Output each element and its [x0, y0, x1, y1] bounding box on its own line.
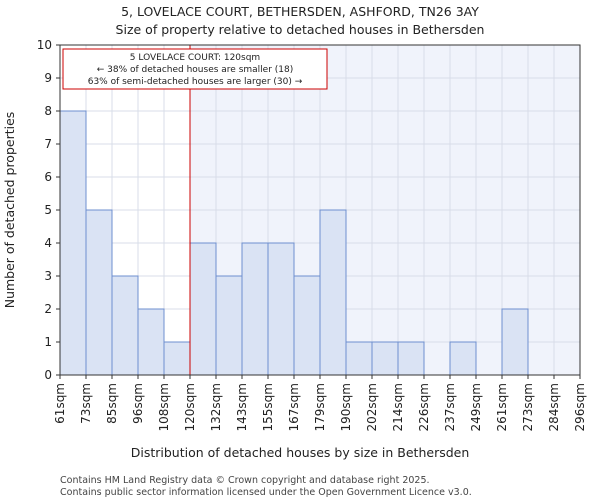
x-tick-label: 132sqm [209, 383, 223, 431]
bar [397, 341, 425, 376]
y-tick-label: 8 [44, 104, 52, 118]
annotation-frame [62, 48, 328, 90]
x-axis-label: Distribution of detached houses by size … [131, 445, 470, 460]
y-tick-label: 1 [44, 335, 52, 349]
bar [111, 275, 139, 376]
bar [293, 275, 321, 376]
y-tick-label: 3 [44, 269, 52, 283]
x-tick-label: 190sqm [339, 383, 353, 431]
x-tick-label: 143sqm [235, 383, 249, 431]
bar [501, 308, 529, 376]
annotation-box: 5 LOVELACE COURT: 120sqm ← 38% of detach… [62, 48, 328, 90]
x-tick-label: 273sqm [521, 383, 535, 431]
x-tick-label: 108sqm [157, 383, 171, 431]
y-tick-label: 7 [44, 137, 52, 151]
annotation-smaller: ← 38% of detached houses are smaller (18… [97, 65, 294, 75]
x-tick-label: 296sqm [573, 383, 587, 431]
x-tick-label: 214sqm [391, 383, 405, 431]
x-tick-label: 61sqm [53, 383, 67, 424]
y-tick-label: 4 [44, 236, 52, 250]
y-tick-label: 9 [44, 71, 52, 85]
x-tick-label: 167sqm [287, 383, 301, 431]
x-tick-label: 226sqm [417, 383, 431, 431]
y-axis-label: Number of detached properties [2, 112, 17, 309]
x-tick-label: 202sqm [365, 383, 379, 431]
bar [189, 242, 217, 376]
plot-area: 0 1 2 3 4 5 6 7 8 9 10 61sqm 73sqm 85sqm 96sqm 108sqm 12… [37, 38, 587, 431]
bar [449, 341, 477, 376]
bar [241, 242, 269, 376]
y-tick-label: 5 [44, 203, 52, 217]
x-tick-label: 179sqm [313, 383, 327, 431]
bar [59, 110, 87, 376]
annotation-title: 5 LOVELACE COURT: 120sqm [130, 53, 260, 63]
x-tick-label: 261sqm [495, 383, 509, 431]
bar [345, 341, 373, 376]
x-tick-label: 96sqm [131, 383, 145, 424]
x-tick-label: 237sqm [443, 383, 457, 431]
y-tick-label: 6 [44, 170, 52, 184]
x-tick-label: 284sqm [547, 383, 561, 431]
y-tick-label: 2 [44, 302, 52, 316]
footer-line-2: Contains public sector information licen… [60, 487, 472, 498]
chart-subtitle: Size of property relative to detached ho… [116, 22, 485, 37]
bar [215, 275, 243, 376]
bar [267, 242, 295, 376]
bar [371, 341, 399, 376]
annotation-larger: 63% of semi-detached houses are larger (… [88, 77, 303, 87]
x-tick-label: 249sqm [469, 383, 483, 431]
bar [163, 341, 191, 376]
y-tick-label: 10 [37, 38, 52, 52]
bar [85, 209, 113, 376]
footer-line-1: Contains HM Land Registry data © Crown c… [60, 475, 430, 486]
x-tick-label: 73sqm [79, 383, 93, 424]
y-tick-label: 0 [44, 368, 52, 382]
chart-title: 5, LOVELACE COURT, BETHERSDEN, ASHFORD, … [121, 4, 479, 19]
x-tick-label: 155sqm [261, 383, 275, 431]
bar [137, 308, 165, 376]
x-tick-label: 85sqm [105, 383, 119, 424]
x-tick-label: 120sqm [183, 383, 197, 431]
bar [319, 209, 347, 376]
